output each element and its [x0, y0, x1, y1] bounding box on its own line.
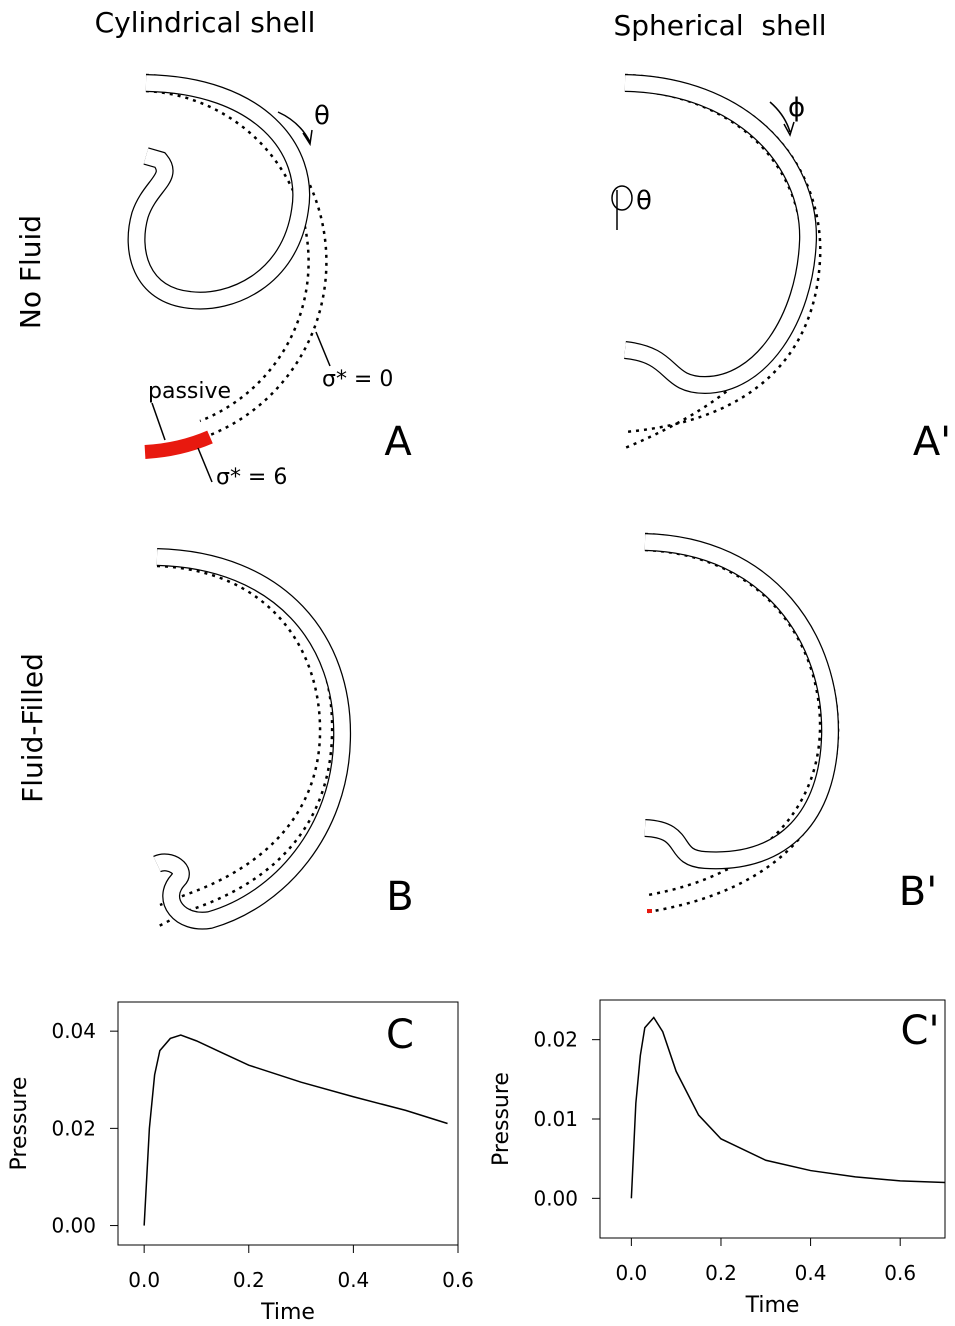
- y-axis-label: Pressure: [489, 1072, 514, 1166]
- x-axis-label: Time: [260, 1300, 315, 1325]
- y-tick-label: 0.00: [51, 1214, 96, 1238]
- data-line: [630, 1016, 946, 1199]
- panel-label: A: [384, 419, 412, 465]
- y-tick-label: 0.02: [51, 1116, 96, 1140]
- panel-label: C': [901, 1008, 940, 1054]
- column-title: Cylindrical shell: [95, 6, 316, 39]
- x-tick-label: 0.6: [442, 1268, 474, 1292]
- y-tick-label: 0.02: [533, 1028, 578, 1052]
- annotation: σ* = 6: [216, 465, 287, 490]
- data-line: [143, 1034, 448, 1226]
- panel-label: B: [386, 874, 413, 920]
- row-label: No Fluid: [14, 215, 47, 329]
- symbol: ϕ: [788, 93, 805, 123]
- x-tick-label: 0.4: [795, 1261, 827, 1285]
- x-tick-label: 0.2: [705, 1261, 737, 1285]
- panel-a-diagram: [127, 73, 331, 483]
- panel-b-prime-diagram: [644, 532, 840, 914]
- x-axis-label: Time: [745, 1293, 800, 1318]
- x-tick-label: 0.2: [233, 1268, 265, 1292]
- y-tick-label: 0.04: [51, 1019, 96, 1043]
- y-axis-label: Pressure: [7, 1077, 32, 1171]
- symbol: θ: [314, 101, 330, 131]
- panel-label: A': [913, 419, 951, 465]
- annotation: passive: [148, 379, 231, 404]
- panel-a-prime-diagram: [611, 73, 822, 450]
- y-tick-label: 0.00: [533, 1186, 578, 1210]
- panel-label: C: [386, 1012, 414, 1058]
- symbol: θ: [636, 186, 652, 216]
- x-tick-label: 0.0: [128, 1268, 160, 1292]
- column-title: Spherical shell: [613, 9, 826, 42]
- panel-b-diagram: [153, 548, 352, 930]
- y-tick-label: 0.01: [533, 1107, 578, 1131]
- x-tick-label: 0.0: [615, 1261, 647, 1285]
- row-label: Fluid-Filled: [16, 653, 49, 803]
- x-tick-label: 0.4: [337, 1268, 369, 1292]
- plot-frame: [599, 999, 946, 1239]
- panel-label: B': [899, 869, 937, 915]
- x-tick-label: 0.6: [884, 1261, 916, 1285]
- plot-frame: [117, 1001, 459, 1246]
- annotation: σ* = 0: [322, 367, 393, 392]
